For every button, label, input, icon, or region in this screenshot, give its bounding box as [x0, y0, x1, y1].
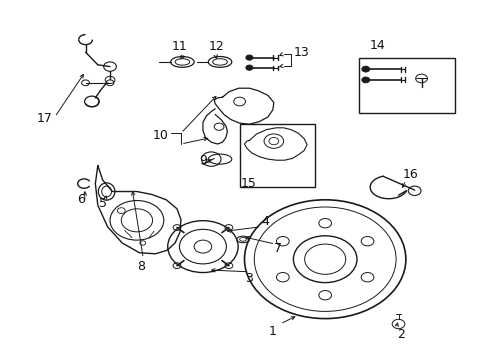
Text: 2: 2: [396, 328, 404, 341]
Circle shape: [361, 66, 369, 72]
Bar: [359, 58, 454, 113]
Text: 9: 9: [199, 154, 206, 167]
Text: 16: 16: [402, 168, 418, 181]
Circle shape: [245, 55, 252, 60]
Text: 7: 7: [273, 242, 281, 255]
Text: 13: 13: [293, 46, 308, 59]
Text: 14: 14: [369, 39, 385, 51]
Text: 15: 15: [240, 177, 256, 190]
Text: 5: 5: [99, 197, 106, 210]
Circle shape: [361, 77, 369, 83]
Text: 6: 6: [77, 193, 84, 206]
Text: 17: 17: [37, 112, 53, 125]
Bar: [239, 124, 315, 187]
Text: 3: 3: [245, 273, 253, 285]
Circle shape: [245, 65, 252, 70]
Text: 11: 11: [172, 40, 187, 53]
Text: 10: 10: [153, 129, 168, 141]
Text: 12: 12: [208, 40, 224, 53]
Text: 4: 4: [261, 215, 269, 228]
Text: 1: 1: [268, 325, 276, 338]
Text: 8: 8: [137, 260, 144, 273]
